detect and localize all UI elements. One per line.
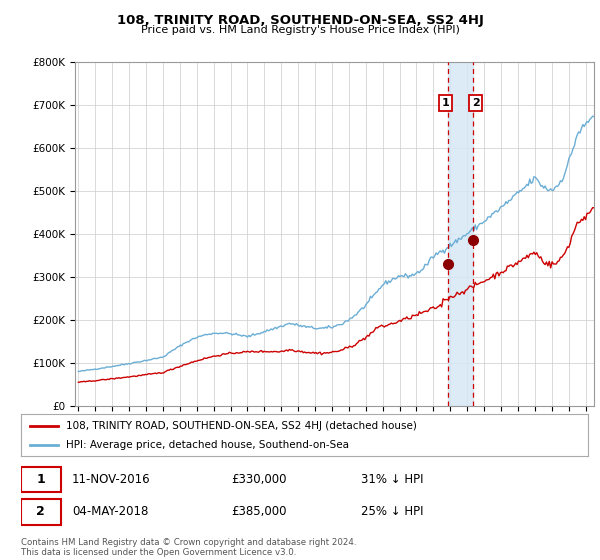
Text: 1: 1 — [37, 473, 45, 486]
Text: 108, TRINITY ROAD, SOUTHEND-ON-SEA, SS2 4HJ: 108, TRINITY ROAD, SOUTHEND-ON-SEA, SS2 … — [116, 14, 484, 27]
FancyBboxPatch shape — [21, 499, 61, 525]
Text: HPI: Average price, detached house, Southend-on-Sea: HPI: Average price, detached house, Sout… — [67, 440, 349, 450]
Text: Price paid vs. HM Land Registry's House Price Index (HPI): Price paid vs. HM Land Registry's House … — [140, 25, 460, 35]
Text: £385,000: £385,000 — [231, 506, 286, 519]
Bar — [448, 62, 473, 406]
Text: Contains HM Land Registry data © Crown copyright and database right 2024.
This d: Contains HM Land Registry data © Crown c… — [21, 538, 356, 557]
Text: 108, TRINITY ROAD, SOUTHEND-ON-SEA, SS2 4HJ (detached house): 108, TRINITY ROAD, SOUTHEND-ON-SEA, SS2 … — [67, 421, 417, 431]
Text: 2: 2 — [37, 506, 45, 519]
FancyBboxPatch shape — [21, 466, 61, 492]
Text: 11-NOV-2016: 11-NOV-2016 — [72, 473, 151, 486]
Text: 04-MAY-2018: 04-MAY-2018 — [72, 506, 148, 519]
Text: 1: 1 — [442, 98, 449, 108]
Text: 25% ↓ HPI: 25% ↓ HPI — [361, 506, 424, 519]
Text: 2: 2 — [472, 98, 479, 108]
Text: £330,000: £330,000 — [231, 473, 286, 486]
Text: 31% ↓ HPI: 31% ↓ HPI — [361, 473, 424, 486]
